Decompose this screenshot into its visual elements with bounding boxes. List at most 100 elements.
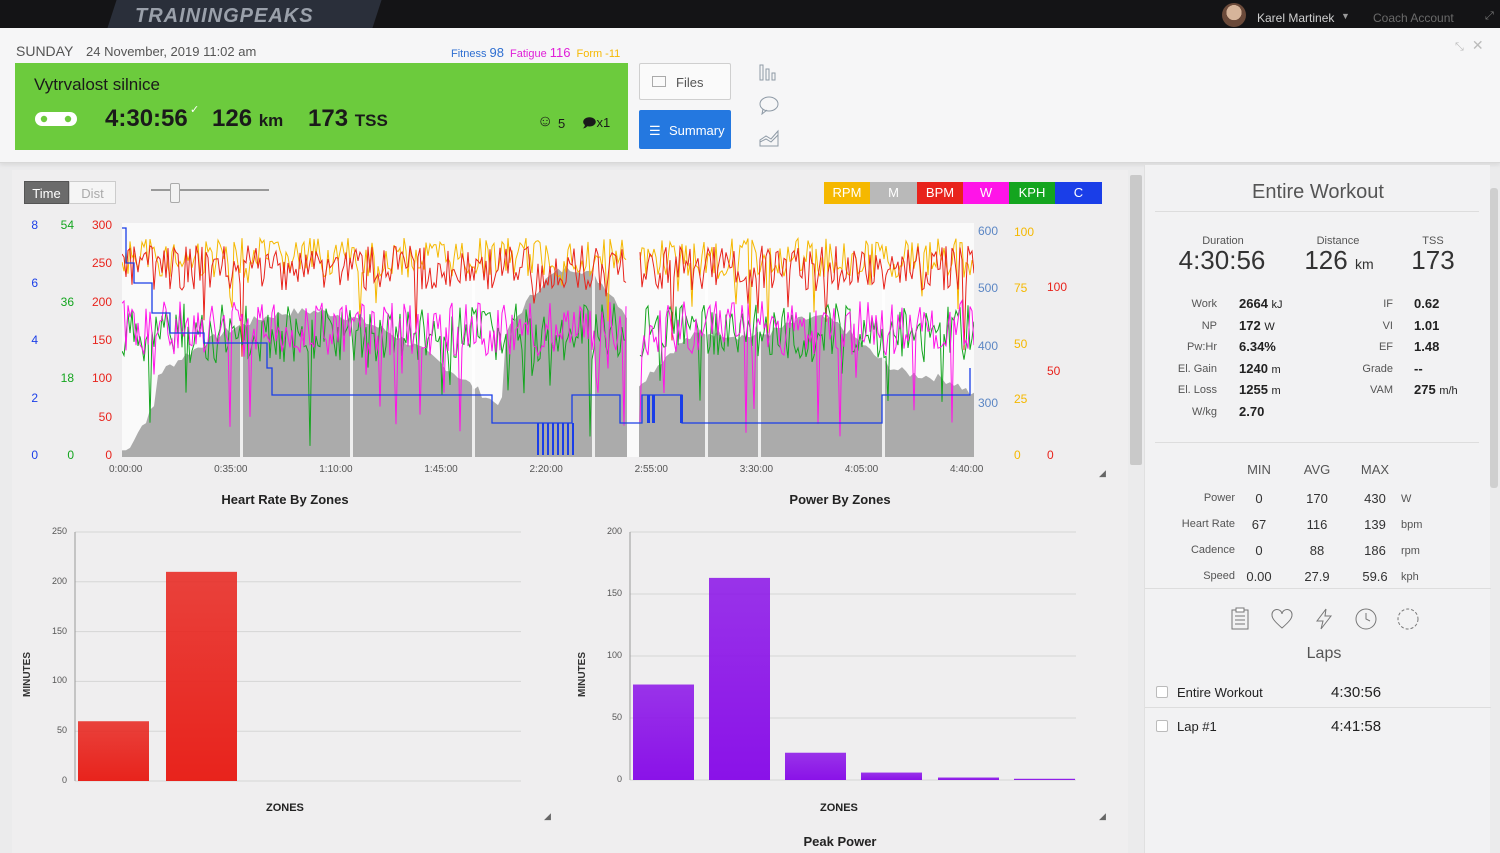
temperature-spike — [552, 423, 554, 455]
comments-count[interactable]: 🗩x1 — [582, 114, 610, 136]
summary-pane: Entire Workout Duration 4:30:56 Distance… — [1144, 165, 1491, 853]
hr-zones-bar-zone-1[interactable] — [78, 721, 149, 781]
workout-graph[interactable] — [122, 223, 974, 457]
time-tick-label: 1:45:00 — [424, 464, 458, 475]
banner-tss: 173 TSS — [308, 105, 388, 133]
channel-toggle-bpm[interactable]: BPM — [917, 182, 963, 204]
channel-toggle-m[interactable]: M — [870, 182, 917, 204]
avg-value: 170 — [1306, 491, 1328, 506]
coach-account-link[interactable]: Coach Account — [1373, 11, 1454, 25]
avg-value: 116 — [1306, 517, 1328, 532]
axis-tick-label: 0 — [1014, 448, 1021, 462]
zoom-slider-track[interactable] — [151, 189, 269, 191]
power-zones-bar-zone-3[interactable] — [785, 752, 846, 780]
lap-row[interactable]: Lap #1 4:41:58 — [1145, 709, 1491, 743]
pause-marker — [705, 263, 708, 457]
stat-number: -- — [1414, 360, 1423, 376]
power-zones-bar-zone-6[interactable] — [1014, 778, 1075, 780]
expand-icon[interactable]: ⤢ — [1485, 10, 1494, 22]
stat-value: 1255 m — [1239, 382, 1281, 397]
heart-icon[interactable] — [1269, 607, 1295, 633]
resize-handle-icon[interactable]: ◢ — [1099, 468, 1106, 478]
minmax-label: Speed — [1203, 570, 1235, 582]
power-zones-bar-zone-1[interactable] — [633, 684, 694, 780]
stat-label-el-loss: El. Loss — [1177, 384, 1217, 396]
cadence-circle-icon[interactable] — [1395, 607, 1421, 633]
chevron-down-icon[interactable]: ▼ — [1341, 11, 1350, 21]
lightning-icon[interactable] — [1311, 607, 1337, 633]
analysis-chart-icon[interactable] — [758, 128, 780, 150]
channel-toggle-w[interactable]: W — [963, 182, 1009, 204]
clock-icon[interactable] — [1353, 607, 1379, 633]
y-tick-label: 50 — [611, 712, 622, 722]
axis-tick-label: 500 — [978, 281, 999, 296]
lap-row[interactable]: Entire Workout 4:30:56 — [1145, 675, 1491, 709]
stat-number: 1255 — [1239, 382, 1268, 397]
comment-icon: 🗩 — [582, 115, 597, 130]
time-toggle[interactable]: Time — [24, 181, 69, 204]
summary-button[interactable]: ☰ Summary — [639, 110, 731, 149]
stat-value: 275 m/h — [1414, 382, 1458, 397]
smiley-icon[interactable]: ☺ — [537, 113, 554, 130]
workout-name[interactable]: Vytrvalost silnice — [34, 75, 160, 94]
min-value: 67 — [1251, 517, 1267, 532]
power-zones-bar-zone-4[interactable] — [861, 772, 922, 780]
resize-handle-icon[interactable]: ◢ — [1099, 811, 1106, 821]
lap-checkbox[interactable] — [1156, 686, 1168, 698]
lap-checkbox[interactable] — [1156, 720, 1168, 732]
close-icon[interactable]: ✕ — [1471, 37, 1484, 53]
stat-value: 1.48 — [1414, 339, 1439, 354]
scrollbar[interactable] — [1130, 175, 1142, 465]
fitness-line: Fitness 98 Fatigue 116 Form -11 — [451, 45, 623, 60]
time-tick-label: 4:05:00 — [844, 464, 879, 475]
y-tick-label: 0 — [616, 774, 622, 784]
time-tick-label: 2:20:00 — [529, 464, 563, 475]
banner-distance-value: 126 — [212, 105, 253, 132]
comment-bubble-icon[interactable] — [758, 95, 780, 117]
temperature-spike — [572, 423, 574, 455]
axis-tick-label: 50 — [98, 409, 112, 424]
bar-chart-icon[interactable] — [758, 62, 780, 84]
summary-scrollbar[interactable] — [1490, 188, 1498, 488]
max-header: MAX — [1360, 462, 1390, 477]
distance-label: Distance — [1316, 235, 1360, 247]
files-icon — [652, 76, 666, 87]
resize-handle-icon[interactable]: ◢ — [544, 811, 551, 821]
temperature-spike — [647, 395, 650, 423]
y-tick-label: 250 — [51, 526, 67, 536]
zoom-slider-handle[interactable] — [170, 183, 180, 203]
pause-marker — [472, 263, 475, 457]
channel-toggle-c[interactable]: C — [1055, 182, 1102, 204]
files-button[interactable]: Files — [639, 63, 731, 100]
minmax-label: Cadence — [1190, 544, 1235, 556]
stat-number: 1240 — [1239, 360, 1268, 376]
lap-time: 4:30:56 — [1331, 684, 1382, 701]
stat-label-vi: VI — [1382, 319, 1393, 332]
y-tick-label: 50 — [56, 725, 67, 736]
banner-tss-unit: TSS — [354, 111, 388, 130]
power-y-axis-label: MINUTES — [577, 652, 588, 697]
tss-label: TSS — [1422, 235, 1444, 247]
power-zones-bar-zone-2[interactable] — [709, 577, 770, 780]
stat-label-work: Work — [1191, 298, 1217, 310]
stat-label-el-gain: El. Gain — [1177, 362, 1217, 375]
clipboard-icon[interactable] — [1227, 607, 1253, 633]
axis-tick-label: 300 — [978, 396, 999, 410]
collapse-icon[interactable]: ⤡ — [1455, 41, 1464, 53]
stat-unit: m/h — [1439, 385, 1458, 397]
axis-tick-label: 250 — [91, 256, 112, 271]
channel-toggle-kph[interactable]: KPH — [1009, 182, 1055, 204]
hr-zones-bar-zone-2[interactable] — [166, 571, 237, 781]
pause-marker — [592, 263, 595, 457]
day-name: SUNDAY — [16, 43, 74, 59]
power-series — [122, 298, 974, 437]
lap-time: 4:41:58 — [1331, 718, 1382, 735]
channel-toggle-rpm[interactable]: RPM — [824, 182, 870, 204]
user-name[interactable]: Karel Martinek — [1257, 11, 1335, 25]
user-avatar[interactable] — [1222, 3, 1246, 27]
distance-toggle[interactable]: Dist — [69, 181, 116, 204]
power-zones-bar-zone-5[interactable] — [938, 777, 999, 780]
time-tick-label: 0:00:00 — [109, 464, 143, 475]
app-logo[interactable]: TRAININGPEAKS — [135, 5, 314, 27]
laps-title: Laps — [1306, 645, 1342, 662]
